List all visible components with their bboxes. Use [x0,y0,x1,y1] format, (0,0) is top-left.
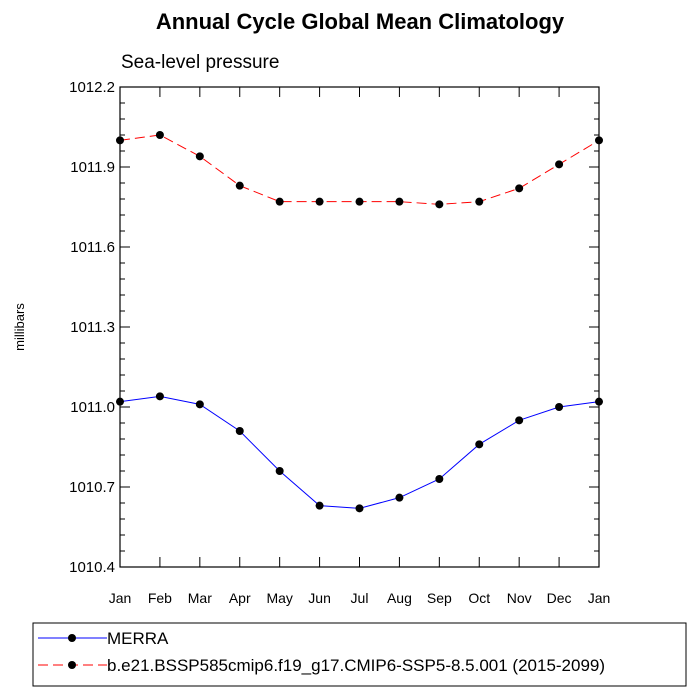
x-tick-label: Jun [308,590,331,606]
series-1-point [195,400,204,409]
series-2-point [235,181,244,190]
series-1-point [435,475,444,483]
plot-frame [119,86,600,568]
x-tick-label: Aug [387,590,412,606]
series-1-point [116,397,124,406]
series-1-point [475,440,484,449]
series-line-1 [119,395,600,509]
series-1-point [275,467,284,475]
x-tick-label: Jul [351,590,369,606]
y-tick-label: 1011.9 [70,159,115,176]
x-tick-label: Jan [109,590,132,606]
y-tick-label: 1010.4 [69,559,115,576]
series-2-point [315,197,324,206]
legend: MERRA b.e21.BSSP585cmip6.f19_g17.CMIP6-SS… [38,629,605,675]
series-1-point [555,403,564,411]
series-1-point [395,493,404,502]
legend-label-2: b.e21.BSSP585cmip6.f19_g17.CMIP6-SSP5-8.… [107,656,605,675]
y-tick-label: 1011.3 [70,319,115,336]
x-tick-label: Mar [188,590,212,606]
series-2-point [555,160,564,169]
series-2-point [155,131,164,139]
series-2-point [475,197,484,206]
legend-marker-1 [68,634,76,642]
series-layer [116,131,603,513]
legend-box [32,622,687,687]
y-tick-label: 1012.2 [69,79,115,96]
series-1-point [355,504,364,513]
series-2-point [355,197,364,206]
legend-marker-2 [68,661,76,669]
series-1-point [515,416,524,425]
legend-label-1: MERRA [107,629,169,648]
chart-title: Annual Cycle Global Mean Climatology [156,9,565,34]
y-tick-label: 1011.6 [70,239,115,256]
series-1-point [155,392,164,401]
series-line-2 [119,134,600,205]
x-tick-label: May [266,590,292,606]
x-tick-label: Apr [229,590,251,606]
series-2-point [515,184,524,193]
x-tick-label: Sep [427,590,452,606]
series-2-point [195,152,204,161]
x-tick-label: Dec [547,590,572,606]
series-2-point [435,200,444,209]
x-tick-label: Nov [507,590,532,606]
x-tick-label: Oct [468,590,490,606]
y-tick-label: 1010.7 [69,479,115,496]
series-1-point [315,501,324,510]
series-2-point [595,136,603,145]
x-tick-label: Jan [588,590,611,606]
chart-subtitle: Sea-level pressure [121,52,279,73]
y-axis: 1010.4 1010.7 1011.0 1011.3 1011.6 1011.9 1012… [69,79,599,576]
series-1-point [235,427,244,435]
series-2-point [116,136,124,145]
y-tick-label: 1011.0 [70,399,115,416]
series-1-point [595,397,603,406]
x-tick-label: Feb [148,590,172,606]
series-2-point [275,197,284,206]
series-2-point [395,197,404,206]
y-axis-label: millibars [12,303,27,351]
x-axis: Jan Feb Mar Apr May Jun Jul Aug Sep Oct Nov Dec Jan [109,87,611,606]
